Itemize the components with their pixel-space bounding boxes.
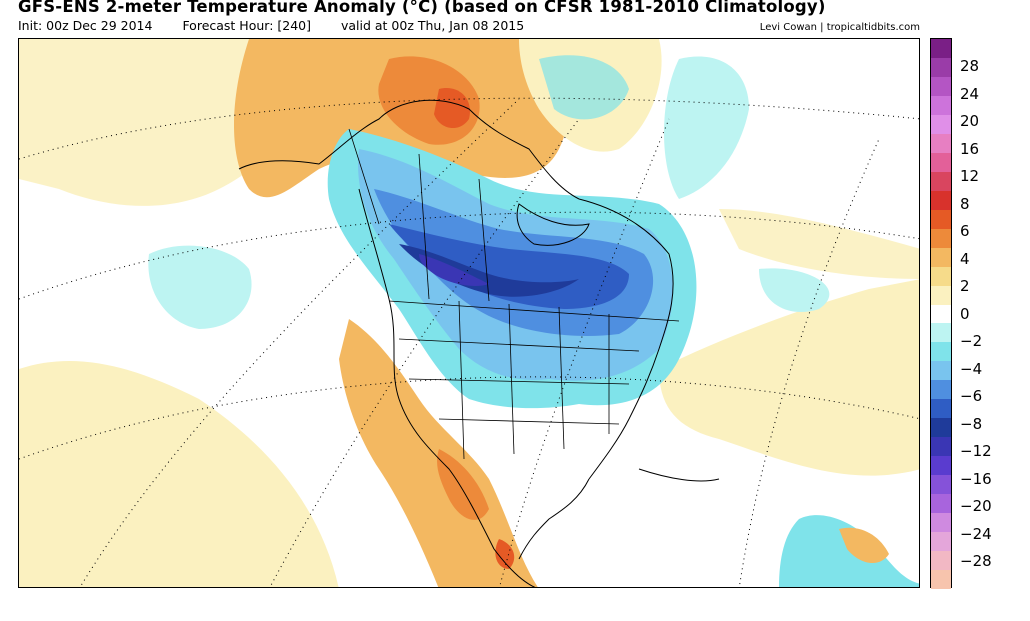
colorbar-segment — [931, 513, 951, 533]
colorbar-segment — [931, 551, 951, 571]
colorbar-segment — [931, 399, 951, 419]
colorbar-segment — [931, 228, 951, 249]
colorbar-segment — [931, 475, 951, 495]
cold-extreme — [399, 244, 579, 297]
colorbar-segment — [931, 342, 951, 362]
forecast-hour: Forecast Hour: [240] — [182, 18, 311, 33]
map-title: GFS-ENS 2-meter Temperature Anomaly (°C)… — [18, 0, 826, 16]
credit-label: Levi Cowan | tropicaltidbits.com — [759, 22, 920, 33]
valid-time: valid at 00z Thu, Jan 08 2015 — [340, 18, 525, 33]
greenland-core — [539, 55, 629, 120]
pacific-cold-patch — [148, 245, 252, 329]
pacific-warm-south — [19, 360, 339, 587]
colorbar-tick-label: −6 — [960, 387, 983, 405]
mexico-warm-core — [437, 449, 489, 520]
colorbar-segment — [931, 152, 951, 173]
colorbar-segment — [931, 190, 951, 211]
atlantic-warm-north — [719, 209, 919, 279]
colorbar-segment — [931, 380, 951, 400]
colorbar-segment — [931, 39, 951, 59]
colorbar-tick-label: 24 — [960, 84, 980, 103]
caribbean-warm — [839, 527, 889, 564]
colorbar-tick-label: −28 — [960, 552, 992, 570]
colorbar-tick-label: −2 — [960, 332, 983, 350]
anomaly-map — [18, 38, 920, 588]
init-time: Init: 00z Dec 29 2014 — [18, 18, 153, 33]
pacific-warm-band — [19, 39, 311, 206]
colorbar-segment — [931, 209, 951, 230]
colorbar-segment — [931, 76, 951, 97]
atlantic-warm-band — [659, 279, 919, 476]
colorbar-segment — [931, 323, 951, 343]
colorbar-segment — [931, 570, 951, 590]
colorbar-segment — [931, 114, 951, 135]
colorbar-tick-label: 0 — [960, 304, 970, 323]
colorbar-segment — [931, 171, 951, 192]
colorbar-segment — [931, 133, 951, 154]
colorbar-tick-label: −24 — [960, 524, 992, 543]
arctic-hot-core-2 — [434, 88, 470, 129]
graticule — [19, 97, 919, 587]
colorbar-segment — [931, 456, 951, 476]
colorbar-tick-label: −20 — [960, 497, 992, 515]
colorbar-segment — [931, 361, 951, 381]
colorbar-segment — [931, 95, 951, 116]
colorbar-segment — [931, 247, 951, 268]
colorbar-segment — [931, 437, 951, 457]
colorbar-tick-label: 2 — [960, 277, 970, 295]
colorbar-tick-label: 16 — [960, 139, 980, 158]
colorbar-segment — [931, 285, 951, 305]
colorbar-tick-label: −12 — [960, 442, 992, 460]
atlantic-cold-patch — [664, 56, 749, 199]
colorbar-tick-label: 4 — [960, 249, 970, 268]
mexico-hot-spot — [495, 539, 515, 569]
colorbar-tick-label: 28 — [960, 57, 980, 75]
colorbar-tick-label: −16 — [960, 469, 992, 488]
map-canvas — [19, 39, 919, 587]
colorbar-segment — [931, 418, 951, 438]
colorbar-tick-label: 20 — [960, 112, 980, 130]
colorbar-segment — [931, 57, 951, 78]
colorbar-tick-label: 8 — [960, 194, 970, 213]
colorbar-tick-label: 6 — [960, 222, 970, 240]
colorbar-segment — [931, 494, 951, 514]
colorbar-segment — [931, 304, 951, 324]
colorbar-tick-label: −4 — [960, 359, 983, 378]
coastline — [238, 99, 720, 587]
atlantic-cold-patch-2 — [759, 268, 830, 313]
colorbar-tick-label: −8 — [960, 414, 983, 433]
cold-very-strong — [389, 224, 629, 309]
subtitle-row: Init: 00z Dec 29 2014 Forecast Hour: [24… — [18, 18, 524, 33]
colorbar-tick-label: 12 — [960, 167, 980, 185]
colorbar — [930, 38, 952, 590]
cold-core — [419, 254, 489, 286]
political-borders — [348, 128, 680, 460]
colorbar-segment — [931, 532, 951, 552]
colorbar-segment — [931, 266, 951, 287]
